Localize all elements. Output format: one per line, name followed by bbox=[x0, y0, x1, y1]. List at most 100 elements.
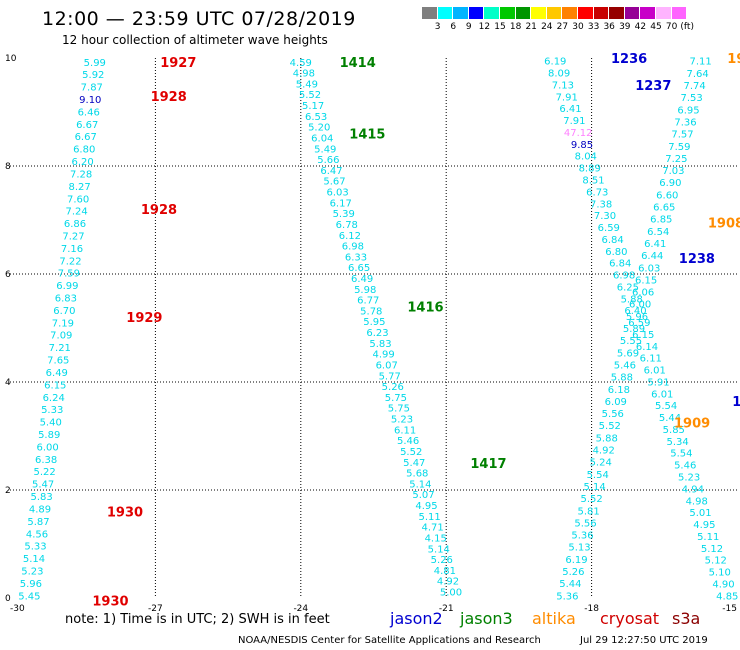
color-scale-bar bbox=[422, 7, 688, 19]
swh-value: 5.22 bbox=[33, 467, 55, 478]
color-swatch bbox=[531, 7, 547, 19]
swh-value: 5.36 bbox=[571, 531, 593, 542]
credit-text: NOAA/NESDIS Center for Satellite Applica… bbox=[238, 635, 541, 646]
swh-value: 5.33 bbox=[41, 405, 63, 416]
satellite-tracks: 5.995.927.879.106.466.676.676.806.207.28… bbox=[18, 52, 740, 610]
y-tick-label: 0 bbox=[5, 594, 11, 604]
swh-value: 6.38 bbox=[35, 455, 57, 466]
swh-value: 6.60 bbox=[656, 190, 678, 201]
swh-value: 5.44 bbox=[559, 579, 581, 590]
color-scale-label: 45 bbox=[650, 22, 662, 32]
swh-value: 5.26 bbox=[562, 567, 584, 578]
swh-value: 5.87 bbox=[27, 517, 49, 528]
swh-value: 6.49 bbox=[46, 368, 68, 379]
swh-value: 5.96 bbox=[626, 312, 648, 323]
swh-value: 6.59 bbox=[628, 318, 650, 329]
swh-value: 5.91 bbox=[647, 378, 669, 389]
pass-label: 1927 bbox=[160, 56, 196, 71]
swh-value: 6.98 bbox=[342, 242, 364, 253]
swh-value: 5.12 bbox=[701, 544, 723, 555]
swh-value: 5.78 bbox=[360, 306, 382, 317]
y-tick-label: 10 bbox=[5, 54, 17, 64]
color-scale-label: (ft) bbox=[680, 22, 694, 32]
pass-label: 1928 bbox=[141, 203, 177, 218]
swh-value: 4.94 bbox=[682, 484, 704, 495]
swh-value: 5.00 bbox=[440, 588, 462, 599]
swh-value: 5.69 bbox=[617, 348, 639, 359]
pass-label: 1930 bbox=[92, 595, 128, 610]
swh-value: 5.99 bbox=[84, 58, 106, 69]
pass-label: 1414 bbox=[340, 56, 376, 71]
color-scale-label: 24 bbox=[541, 22, 553, 32]
swh-value: 5.07 bbox=[412, 490, 434, 501]
swh-value: 5.81 bbox=[577, 506, 599, 517]
swh-value: 7.19 bbox=[52, 318, 74, 329]
swh-value: 7.11 bbox=[689, 57, 711, 68]
pass-label: 1416 bbox=[407, 300, 443, 315]
timestamp-text: Jul 29 12:27:50 UTC 2019 bbox=[580, 635, 708, 646]
color-swatch bbox=[655, 7, 672, 19]
swh-value: 4.85 bbox=[716, 591, 738, 602]
swh-value: 5.34 bbox=[666, 437, 688, 448]
swh-value: 6.98 bbox=[613, 271, 635, 282]
legend-s3a: s3a bbox=[672, 609, 701, 628]
swh-value: 6.01 bbox=[651, 389, 673, 400]
swh-value: 7.38 bbox=[590, 199, 612, 210]
y-tick-label: 8 bbox=[5, 162, 11, 172]
color-swatch bbox=[671, 7, 688, 19]
swh-value: 5.88 bbox=[621, 294, 643, 305]
color-swatch bbox=[562, 7, 578, 19]
track-altika: 7.117.647.747.536.95 7.367.577.597.257.03… bbox=[556, 52, 740, 602]
track-jason3: 4.594.985.495.525.176.535.206.045.495.66… bbox=[290, 56, 507, 599]
pass-label: 1415 bbox=[349, 128, 385, 143]
swh-value: 5.89 bbox=[623, 324, 645, 335]
swh-value: 5.68 bbox=[406, 469, 428, 480]
pass-label: 1239 bbox=[732, 395, 740, 410]
color-scale-label: 12 bbox=[478, 22, 491, 32]
swh-value: 7.59 bbox=[668, 142, 690, 153]
swh-value: 6.33 bbox=[345, 252, 367, 263]
swh-value: 5.47 bbox=[403, 458, 425, 469]
swh-value: 6.15 bbox=[635, 275, 657, 286]
swh-value: 5.49 bbox=[314, 144, 336, 155]
color-scale-label: 9 bbox=[465, 22, 472, 32]
color-swatch bbox=[593, 7, 610, 19]
color-scale-label: 70 bbox=[665, 22, 678, 32]
swh-value: 5.52 bbox=[580, 494, 602, 505]
swh-value: 6.85 bbox=[650, 215, 672, 226]
swh-value: 7.30 bbox=[594, 211, 616, 222]
color-scale-label: 33 bbox=[587, 22, 600, 32]
swh-value: 6.20 bbox=[71, 157, 93, 168]
swh-value: 6.77 bbox=[357, 296, 379, 307]
swh-value: 4.95 bbox=[693, 520, 715, 531]
swh-value: 5.12 bbox=[705, 556, 727, 567]
swh-value: 6.24 bbox=[43, 393, 65, 404]
swh-value: 7.59 bbox=[58, 269, 80, 280]
color-scale-label: 18 bbox=[509, 22, 522, 32]
color-scale-label: 39 bbox=[619, 22, 631, 32]
swh-value: 5.83 bbox=[369, 339, 391, 350]
swh-value: 5.01 bbox=[689, 508, 711, 519]
track-cryosat: 5.995.92 7.879.106.46 6.676.67 6.806.207.28… bbox=[18, 56, 196, 610]
swh-value: 6.01 bbox=[644, 366, 666, 377]
pass-label: 1417 bbox=[470, 457, 506, 472]
swh-value: 6.15 bbox=[44, 380, 66, 391]
swh-value: 6.15 bbox=[632, 330, 654, 341]
swh-value: 5.83 bbox=[30, 492, 52, 503]
swh-value: 5.20 bbox=[308, 123, 330, 134]
pass-label: 1236 bbox=[611, 52, 647, 67]
swh-value: 6.80 bbox=[73, 145, 95, 156]
swh-value: 5.56 bbox=[602, 409, 624, 420]
swh-value: 5.66 bbox=[317, 155, 339, 166]
swh-value: 6.46 bbox=[78, 107, 100, 118]
legend-altika: altika bbox=[532, 609, 576, 628]
swh-value: 4.98 bbox=[686, 496, 708, 507]
pass-label: 1238 bbox=[679, 252, 715, 267]
swh-value: 6.07 bbox=[376, 361, 398, 372]
swh-value: 5.23 bbox=[391, 415, 413, 426]
swh-value: 7.53 bbox=[680, 93, 702, 104]
color-swatch bbox=[484, 7, 500, 19]
swh-value: 5.95 bbox=[363, 317, 385, 328]
swh-value: 6.80 bbox=[605, 247, 627, 258]
x-tick-label: -27 bbox=[148, 604, 163, 614]
